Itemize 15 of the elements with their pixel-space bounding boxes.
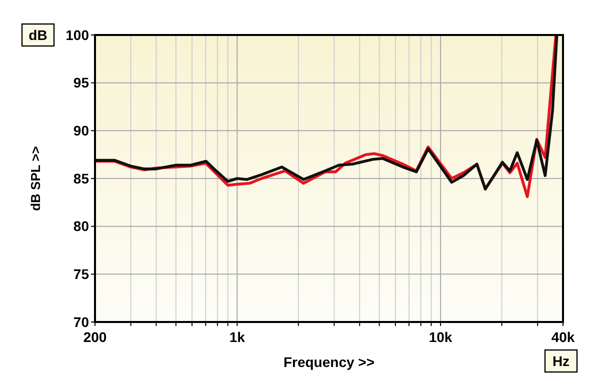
y-axis-title: dB SPL >>	[28, 146, 43, 211]
x-tick-label: 40k	[551, 329, 575, 345]
y-tick-label: 95	[73, 74, 90, 91]
text: dB	[28, 26, 48, 43]
y-tick-label: 85	[73, 170, 90, 186]
y-tick-label: 70	[73, 314, 90, 330]
x-tick-label: 200	[83, 329, 107, 345]
text: Hz	[552, 352, 570, 369]
x-tick-label: 1k	[229, 329, 246, 345]
y-tick-label: 100	[66, 26, 90, 43]
y-tick-label: 80	[73, 218, 90, 234]
y-tick-label: 90	[73, 122, 90, 139]
x-tick-label: 10k	[428, 329, 452, 345]
y-tick-label: 75	[73, 266, 90, 282]
x-axis-title: Frequency >>	[283, 354, 375, 370]
